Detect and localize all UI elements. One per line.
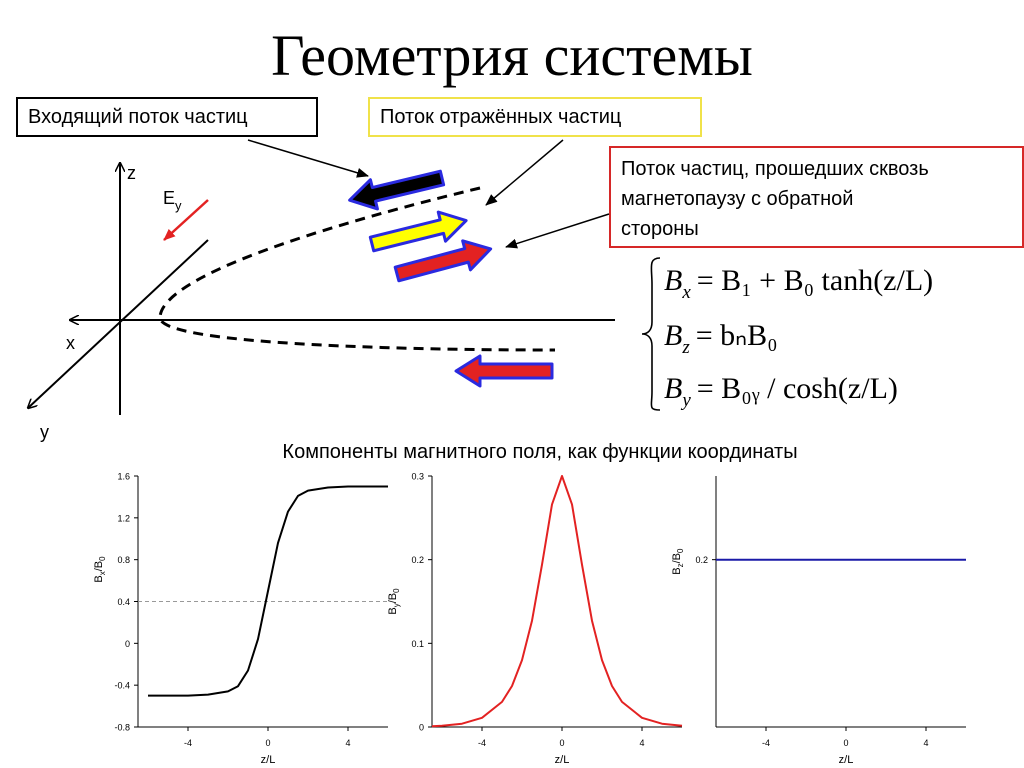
chart-3-xtick-label: 0	[843, 738, 848, 748]
equation-bz: Bz = bₙB₀	[664, 319, 778, 358]
callout-incoming-flux: Входящий поток частиц	[16, 97, 318, 137]
y-axis-label: y	[40, 422, 49, 442]
charts-subtitle: Компоненты магнитного поля, как функции …	[282, 441, 798, 463]
chart-3-xlabel: z/L	[839, 754, 854, 766]
y-axis	[28, 239, 209, 408]
e-field-label: Ey	[163, 188, 182, 213]
chart-2-ytick-label: 0.1	[411, 639, 424, 649]
chart-2-ytick-label: 0	[419, 723, 424, 733]
z-axis-label: z	[127, 163, 136, 183]
callout-transmitted-flux: Поток частиц, прошедших сквозь магнетопа…	[609, 146, 1024, 248]
chart-1-xtick-label: 4	[345, 738, 350, 748]
pointer-reflected	[485, 139, 564, 206]
chart-1-ytick-label: -0.8	[114, 723, 130, 733]
chart-1-xlabel: z/L	[261, 754, 276, 766]
e-field-arrow	[163, 199, 209, 241]
magnetopause-curve	[158, 186, 556, 352]
chart-1-ytick-label: 0	[125, 639, 130, 649]
pointer-incoming	[247, 139, 369, 178]
reflected-flux-arrow	[368, 210, 468, 253]
callout-reflected-flux: Поток отражённых частиц	[368, 97, 702, 137]
chart-3-ylabel: Bz/B0	[671, 548, 685, 575]
chart-1-ytick-label: 0.4	[117, 597, 130, 607]
lower-transmitted-flux-arrow	[454, 354, 554, 388]
chart-2-xtick-label: 4	[639, 738, 644, 748]
equation-by: By = B₀ᵧ / cosh(z/L)	[664, 372, 898, 411]
equation-bx: Bx = B₁ + B₀ tanh(z/L)	[664, 264, 933, 303]
chart-2-ylabel: By/B0	[387, 588, 401, 615]
chart-3-ytick-label: 0.2	[695, 555, 708, 565]
incoming-flux-arrow	[348, 169, 446, 211]
chart-1-ylabel: Bx/B0	[93, 556, 107, 583]
chart-1-ytick-label: 1.2	[117, 513, 130, 523]
pointer-transmitted	[505, 213, 610, 249]
chart-2-ytick-label: 0.3	[411, 472, 424, 482]
chart-1-xtick-label: 0	[265, 738, 270, 748]
chart-2-xlabel: z/L	[555, 754, 570, 766]
x-axis-label: x	[66, 333, 75, 353]
slide-title: Геометрия системы	[271, 23, 753, 88]
chart-3-xtick-label: 4	[923, 738, 928, 748]
chart-1-ytick-label: 1.6	[117, 472, 130, 482]
chart-2-xtick-label: 0	[559, 738, 564, 748]
chart-1-xtick-label: -4	[184, 738, 192, 748]
chart-1-series-line	[148, 485, 388, 697]
chart-3-xtick-label: -4	[762, 738, 770, 748]
chart-1-ytick-label: -0.4	[114, 681, 130, 691]
chart-1-ytick-label: 0.8	[117, 555, 130, 565]
chart-2-ytick-label: 0.2	[411, 555, 424, 565]
transmitted-flux-arrow	[393, 239, 493, 283]
equation-brace	[641, 257, 661, 411]
chart-2-xtick-label: -4	[478, 738, 486, 748]
chart-2-series-line	[431, 475, 683, 728]
